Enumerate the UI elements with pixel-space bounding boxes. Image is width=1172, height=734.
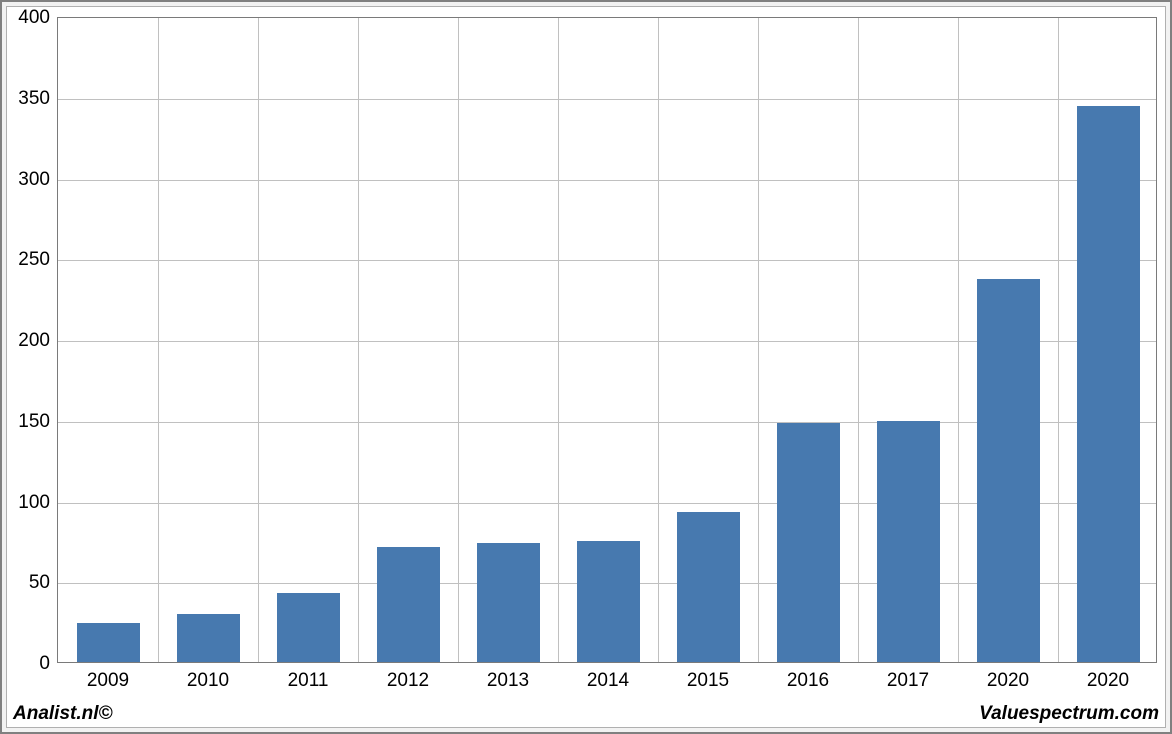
gridline-vertical [158, 18, 159, 662]
y-axis-label: 0 [39, 653, 58, 675]
bar [777, 423, 840, 662]
footer-left-credit: Analist.nl© [13, 703, 113, 725]
plot-area: 0501001502002503003504002009201020112012… [57, 17, 1157, 663]
gridline-horizontal [58, 99, 1156, 100]
footer-right-credit: Valuespectrum.com [979, 703, 1159, 725]
y-axis-label: 250 [18, 249, 58, 271]
bar [877, 421, 940, 662]
bar [177, 614, 240, 662]
gridline-horizontal [58, 260, 1156, 261]
gridline-vertical [458, 18, 459, 662]
x-axis-label: 2020 [987, 662, 1029, 692]
y-axis-label: 200 [18, 330, 58, 352]
gridline-vertical [258, 18, 259, 662]
bar [577, 541, 640, 662]
x-axis-label: 2011 [288, 662, 329, 692]
y-axis-label: 350 [18, 88, 58, 110]
x-axis-label: 2014 [587, 662, 629, 692]
y-axis-label: 150 [18, 411, 58, 433]
bar [477, 543, 540, 663]
bar [277, 593, 340, 662]
x-axis-label: 2017 [887, 662, 929, 692]
gridline-vertical [758, 18, 759, 662]
gridline-vertical [658, 18, 659, 662]
x-axis-label: 2016 [787, 662, 829, 692]
gridline-horizontal [58, 180, 1156, 181]
bar [77, 623, 140, 662]
chart-outer-frame: 0 50 100 150 200 250 300 350 400 2009 2010 2011 2012… [0, 0, 1172, 734]
gridline-vertical [958, 18, 959, 662]
y-axis-label: 50 [29, 572, 58, 594]
gridline-vertical [1058, 18, 1059, 662]
y-axis-label: 400 [18, 7, 58, 29]
bar [377, 547, 440, 662]
x-axis-label: 2012 [387, 662, 429, 692]
bar [677, 512, 740, 662]
chart-inner-frame: 0 50 100 150 200 250 300 350 400 2009 2010 2011 2012… [6, 6, 1166, 728]
y-axis-label: 100 [18, 492, 58, 514]
bar [977, 279, 1040, 662]
x-axis-label: 2013 [487, 662, 529, 692]
bar [1077, 106, 1140, 662]
gridline-vertical [858, 18, 859, 662]
x-axis-label: 2010 [187, 662, 229, 692]
x-axis-label: 2009 [87, 662, 129, 692]
gridline-vertical [558, 18, 559, 662]
y-axis-label: 300 [18, 169, 58, 191]
x-axis-label: 2020 [1087, 662, 1129, 692]
x-axis-label: 2015 [687, 662, 729, 692]
gridline-vertical [358, 18, 359, 662]
